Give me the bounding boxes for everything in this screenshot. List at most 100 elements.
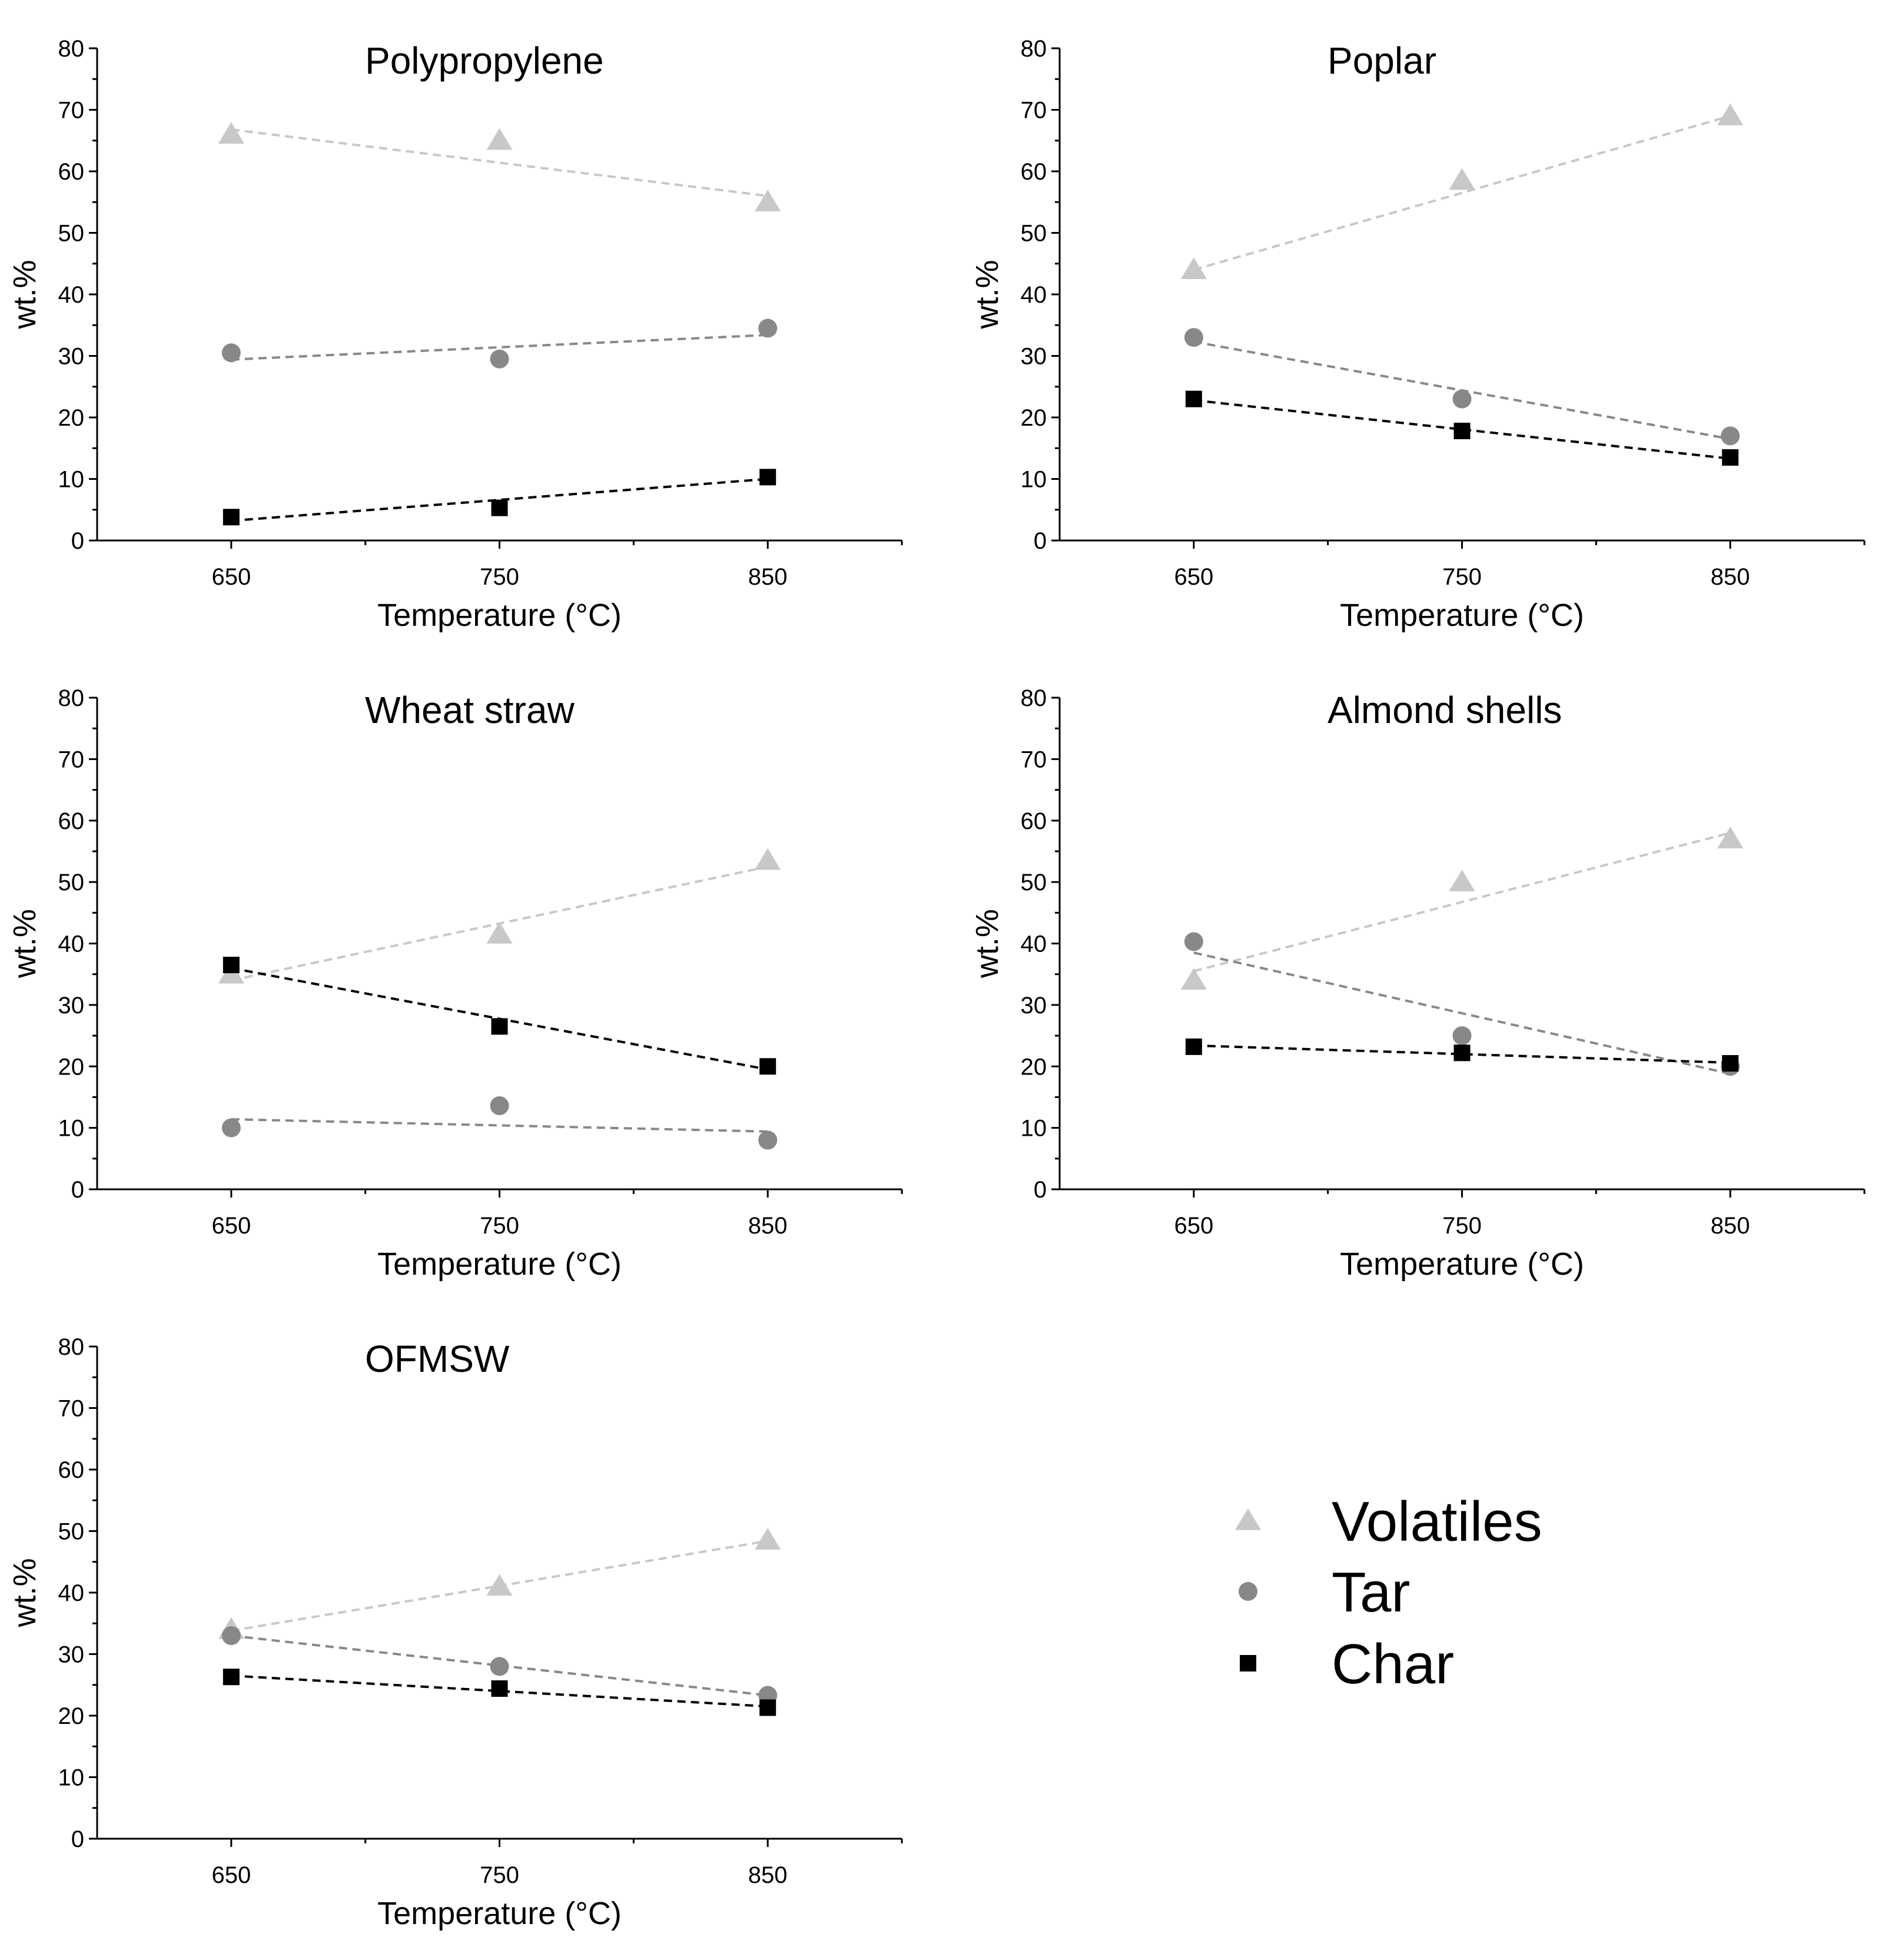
legend-marker-tar bbox=[1239, 1582, 1257, 1601]
y-tick-label: 0 bbox=[71, 1177, 84, 1203]
y-tick-label: 10 bbox=[1021, 467, 1047, 493]
legend-marker-char bbox=[1240, 1655, 1256, 1672]
y-tick-label: 10 bbox=[58, 467, 85, 493]
data-point-volatiles bbox=[755, 190, 781, 211]
y-tick-label: 10 bbox=[58, 1116, 85, 1142]
y-tick-label: 60 bbox=[58, 159, 85, 185]
series-volatiles bbox=[1180, 827, 1744, 990]
data-point-tar bbox=[490, 349, 509, 369]
y-tick-label: 20 bbox=[1021, 405, 1047, 431]
legend-marker-volatiles bbox=[1234, 1508, 1262, 1530]
data-point-volatiles bbox=[218, 122, 244, 144]
panel-title: Polypropylene bbox=[365, 39, 604, 82]
trend-line-char bbox=[231, 477, 768, 522]
data-point-tar bbox=[1184, 932, 1203, 951]
trend-line-volatiles bbox=[1193, 831, 1731, 973]
x-tick-label: 650 bbox=[1174, 1213, 1213, 1239]
series-char bbox=[1185, 390, 1739, 466]
data-point-tar bbox=[490, 1657, 509, 1676]
data-point-char bbox=[759, 1699, 776, 1716]
y-tick-label: 60 bbox=[1021, 808, 1047, 834]
trend-line-volatiles bbox=[231, 128, 768, 197]
x-tick-label: 650 bbox=[211, 564, 251, 590]
x-tick-label: 750 bbox=[480, 1213, 519, 1239]
y-tick-label: 70 bbox=[1021, 98, 1047, 124]
y-tick-label: 50 bbox=[58, 1519, 85, 1545]
y-tick-label: 70 bbox=[58, 98, 85, 124]
x-tick-label: 850 bbox=[748, 564, 788, 590]
data-point-volatiles bbox=[486, 128, 513, 150]
y-tick-label: 10 bbox=[1021, 1116, 1047, 1142]
panel-ofmsw: 0 10 20 30 40 50 60 70 80 650 750 850 Temperature (°… bbox=[7, 1334, 903, 1931]
data-point-char bbox=[491, 499, 508, 516]
data-point-tar bbox=[1452, 1026, 1472, 1046]
trend-line-tar bbox=[231, 1634, 768, 1697]
data-point-volatiles bbox=[486, 1574, 513, 1596]
data-point-volatiles bbox=[1717, 827, 1744, 848]
y-tick-label: 50 bbox=[58, 870, 85, 896]
y-tick-label: 70 bbox=[58, 1396, 85, 1422]
data-point-char bbox=[1185, 1038, 1202, 1055]
y-tick-label: 20 bbox=[58, 1054, 85, 1080]
panel-almond-shells: 0 10 20 30 40 50 60 70 80 650 750 850 Temperature (°… bbox=[970, 685, 1866, 1282]
data-point-char bbox=[491, 1680, 508, 1697]
y-tick-label: 0 bbox=[1034, 528, 1047, 554]
data-point-tar bbox=[758, 1130, 778, 1150]
data-point-char bbox=[1722, 1055, 1739, 1072]
series-tar bbox=[1184, 328, 1740, 446]
y-axis-label: wt.% bbox=[7, 1558, 42, 1627]
y-tick-label: 0 bbox=[1034, 1177, 1047, 1203]
y-axis-label: wt.% bbox=[970, 909, 1005, 979]
data-point-volatiles bbox=[486, 921, 513, 944]
y-tick-label: 50 bbox=[1021, 870, 1047, 896]
data-point-char bbox=[1185, 390, 1202, 407]
data-point-char bbox=[223, 957, 240, 974]
y-tick-label: 80 bbox=[1021, 36, 1047, 62]
legend-label: Tar bbox=[1332, 1561, 1410, 1624]
y-tick-label: 40 bbox=[1021, 931, 1047, 957]
x-tick-label: 750 bbox=[1442, 564, 1482, 590]
data-point-tar bbox=[1452, 389, 1472, 409]
data-point-tar bbox=[490, 1096, 509, 1116]
data-point-volatiles bbox=[755, 1528, 781, 1550]
x-tick-label: 750 bbox=[480, 564, 519, 590]
y-tick-label: 20 bbox=[1021, 1054, 1047, 1080]
series-volatiles bbox=[1180, 103, 1744, 279]
y-axis-label: wt.% bbox=[7, 909, 42, 979]
panels: 0 10 20 30 40 50 60 70 80 650 750 850 Temperature (°… bbox=[7, 36, 1866, 1931]
y-tick-label: 30 bbox=[1021, 993, 1047, 1019]
y-tick-label: 10 bbox=[58, 1765, 85, 1791]
y-tick-label: 70 bbox=[1021, 747, 1047, 772]
legend-item-volatiles: Volatiles bbox=[1234, 1490, 1542, 1553]
y-tick-label: 0 bbox=[71, 528, 84, 554]
trend-line-char bbox=[1193, 399, 1731, 460]
series-volatiles bbox=[218, 1528, 781, 1639]
data-point-char bbox=[1453, 1044, 1471, 1062]
y-tick-label: 50 bbox=[1021, 221, 1047, 247]
trend-line-tar bbox=[231, 1118, 768, 1133]
data-point-volatiles bbox=[755, 848, 781, 870]
series-tar bbox=[221, 319, 778, 369]
series-tar bbox=[221, 1096, 778, 1150]
trend-line-volatiles bbox=[1193, 115, 1731, 271]
data-point-tar bbox=[221, 1118, 241, 1137]
x-axis-label: Temperature (°C) bbox=[377, 1896, 622, 1931]
x-tick-label: 850 bbox=[748, 1862, 788, 1888]
x-tick-label: 850 bbox=[748, 1213, 788, 1239]
y-tick-label: 20 bbox=[58, 1703, 85, 1729]
x-axis-label: Temperature (°C) bbox=[377, 598, 622, 633]
trend-line-char bbox=[1193, 1044, 1731, 1064]
panel-title: Wheat straw bbox=[365, 689, 575, 731]
data-point-volatiles bbox=[1449, 870, 1475, 891]
series-volatiles bbox=[218, 122, 781, 211]
data-point-volatiles bbox=[1717, 103, 1744, 125]
legend-item-tar: Tar bbox=[1239, 1561, 1410, 1624]
y-axis-label: wt.% bbox=[7, 260, 42, 329]
series-char bbox=[223, 1669, 776, 1716]
y-tick-label: 30 bbox=[58, 344, 85, 370]
y-tick-label: 80 bbox=[58, 36, 85, 62]
y-tick-label: 20 bbox=[58, 405, 85, 431]
data-point-volatiles bbox=[1180, 968, 1207, 990]
y-tick-label: 80 bbox=[1021, 685, 1047, 711]
y-tick-label: 40 bbox=[58, 931, 85, 957]
